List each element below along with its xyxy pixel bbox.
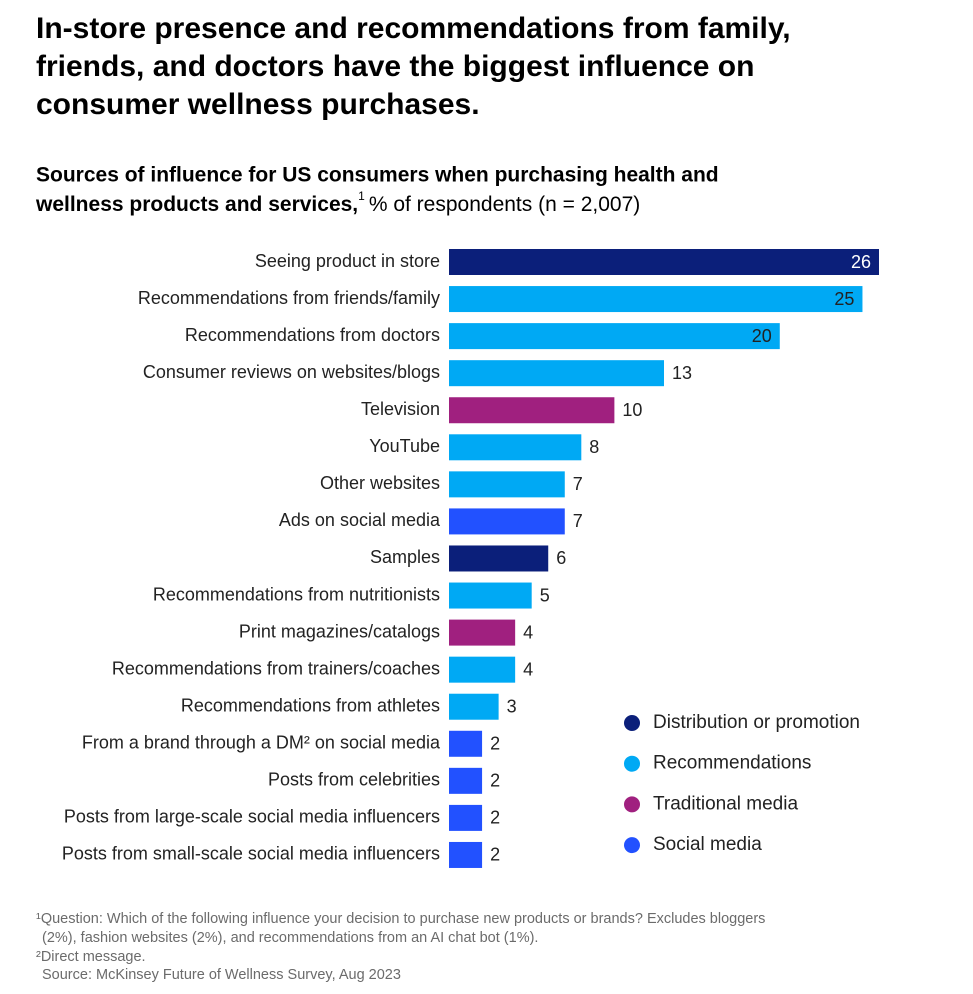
legend-label: Traditional media bbox=[653, 793, 798, 814]
category-label: Samples bbox=[370, 547, 440, 567]
note-marker: 1 bbox=[358, 189, 365, 203]
value-label: 7 bbox=[573, 474, 583, 494]
category-label: Posts from celebrities bbox=[268, 770, 440, 790]
legend-marker bbox=[624, 755, 640, 772]
legend-label: Distribution or promotion bbox=[653, 712, 860, 733]
bar bbox=[449, 582, 532, 609]
bar bbox=[449, 841, 483, 868]
footnote: (2%), fashion websites (2%), and recomme… bbox=[42, 930, 538, 946]
category-label: Other websites bbox=[320, 473, 440, 493]
bar bbox=[449, 693, 499, 720]
category-label: Recommendations from nutritionists bbox=[153, 584, 440, 604]
category-label: Posts from small-scale social media infl… bbox=[62, 844, 440, 864]
value-label: 4 bbox=[523, 622, 533, 642]
bar bbox=[449, 434, 582, 461]
legend-marker bbox=[624, 715, 640, 731]
value-label: 20 bbox=[752, 326, 772, 346]
value-label: 13 bbox=[672, 363, 692, 383]
category-label: Recommendations from friends/family bbox=[138, 288, 440, 308]
bar bbox=[449, 360, 664, 387]
category-label: Recommendations from doctors bbox=[185, 325, 440, 345]
value-label: 10 bbox=[622, 400, 642, 420]
category-label: Posts from large-scale social media infl… bbox=[64, 807, 440, 827]
category-label: Consumer reviews on websites/blogs bbox=[143, 362, 440, 382]
legend-label: Social media bbox=[653, 834, 762, 855]
bar bbox=[449, 508, 565, 535]
value-label: 8 bbox=[589, 437, 599, 457]
category-label: Print magazines/catalogs bbox=[239, 621, 440, 641]
subtitle-line: Sources of influence for US consumers wh… bbox=[36, 164, 719, 187]
value-label: 2 bbox=[490, 771, 500, 791]
category-label: Seeing product in store bbox=[255, 251, 440, 271]
title-line: friends, and doctors have the biggest in… bbox=[36, 50, 754, 83]
unit: % of respondents (n = 2,007) bbox=[369, 193, 640, 216]
bar bbox=[449, 545, 549, 572]
bar bbox=[449, 249, 879, 275]
value-label: 7 bbox=[573, 511, 583, 531]
value-label: 6 bbox=[556, 548, 566, 568]
value-label: 3 bbox=[507, 696, 517, 716]
value-label: 26 bbox=[851, 252, 871, 272]
bar bbox=[449, 730, 483, 757]
bar bbox=[449, 323, 780, 350]
legend-marker bbox=[624, 837, 640, 854]
value-label: 2 bbox=[490, 808, 500, 828]
bar bbox=[449, 619, 516, 646]
category-label: From a brand through a DM² on social med… bbox=[82, 733, 441, 753]
bar bbox=[449, 397, 615, 424]
value-label: 5 bbox=[540, 585, 550, 605]
bar bbox=[449, 471, 565, 498]
value-label: 2 bbox=[490, 845, 500, 865]
footnote: Source: McKinsey Future of Wellness Surv… bbox=[42, 967, 401, 983]
value-label: 2 bbox=[490, 734, 500, 754]
bar bbox=[449, 286, 863, 313]
category-label: Recommendations from trainers/coaches bbox=[112, 658, 440, 678]
bar bbox=[449, 804, 483, 831]
legend-marker bbox=[624, 796, 640, 813]
subtitle-text: wellness products and services, bbox=[35, 193, 358, 216]
title-line: consumer wellness purchases. bbox=[36, 88, 480, 121]
bar bbox=[449, 767, 483, 794]
footnote: ¹Question: Which of the following influe… bbox=[36, 911, 765, 927]
category-label: Ads on social media bbox=[279, 510, 441, 530]
title-line: In-store presence and recommendations fr… bbox=[36, 12, 791, 45]
category-label: YouTube bbox=[369, 436, 440, 456]
value-label: 25 bbox=[834, 289, 854, 309]
value-label: 4 bbox=[523, 659, 533, 679]
subtitle-line: wellness products and services,1 % of res… bbox=[35, 189, 640, 215]
bar bbox=[449, 656, 516, 683]
footnote: ²Direct message. bbox=[36, 949, 146, 965]
legend-label: Recommendations bbox=[653, 753, 811, 774]
category-label: Television bbox=[361, 399, 440, 419]
category-label: Recommendations from athletes bbox=[181, 695, 440, 715]
